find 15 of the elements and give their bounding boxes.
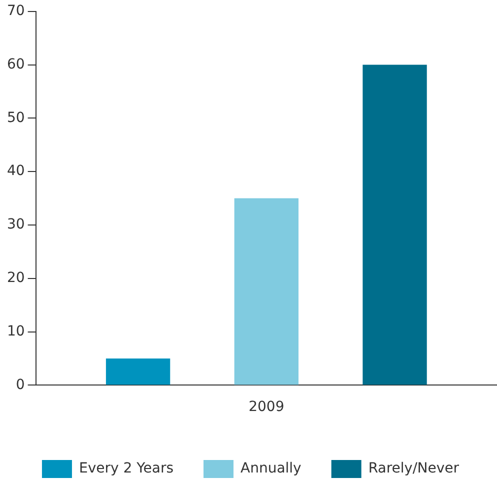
y-tick-label: 10	[6, 323, 25, 340]
y-tick-label: 60	[6, 56, 25, 72]
legend-label: Annually	[240, 460, 302, 477]
bar	[362, 64, 427, 385]
bar	[234, 198, 298, 385]
legend-label: Rarely/Never	[368, 460, 460, 477]
y-tick-label: 40	[6, 163, 25, 180]
x-tick-label: 2009	[248, 399, 284, 416]
bar	[106, 358, 170, 385]
y-tick-label: 20	[6, 270, 25, 286]
y-tick-label: 30	[6, 216, 25, 233]
y-tick-label: 50	[6, 110, 25, 126]
legend-label: Every 2 Years	[78, 460, 174, 477]
y-tick-label: 70	[6, 3, 25, 20]
y-tick-label: 0	[16, 376, 25, 393]
